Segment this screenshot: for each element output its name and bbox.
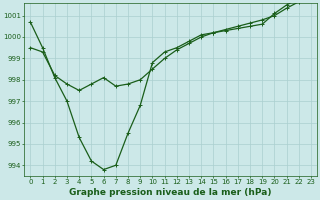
X-axis label: Graphe pression niveau de la mer (hPa): Graphe pression niveau de la mer (hPa): [69, 188, 272, 197]
